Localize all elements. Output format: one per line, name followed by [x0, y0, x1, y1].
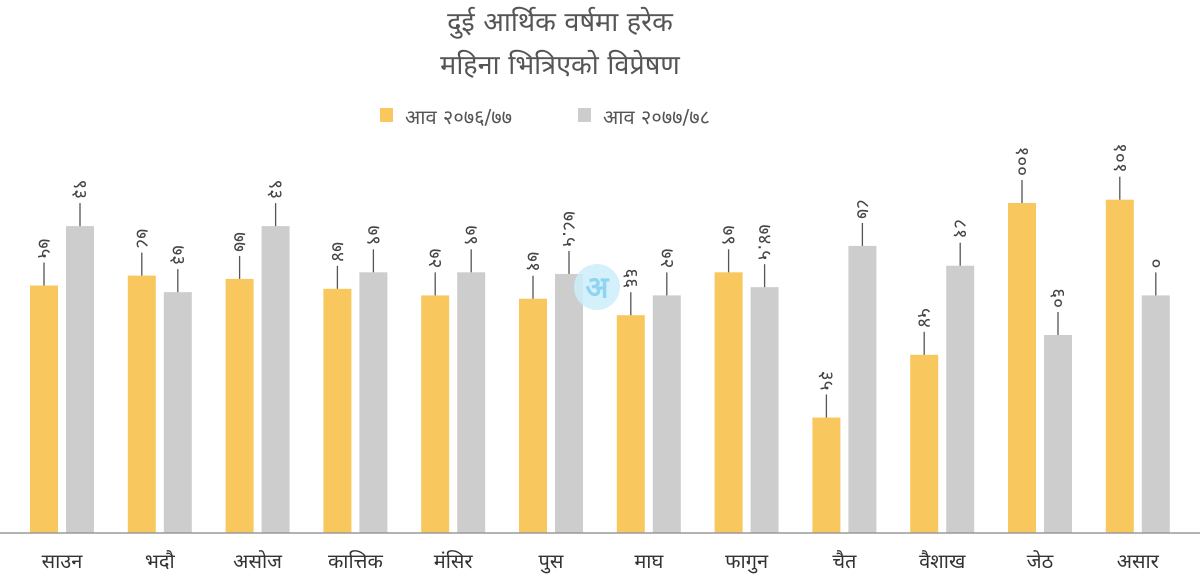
category-label-6: पुस: [539, 549, 564, 574]
bar-series-2-month-2: [163, 292, 192, 533]
bar-series-1-month-2: [127, 275, 156, 533]
bar-series-2-month-1: [66, 226, 94, 533]
bar-series-2-month-3: [261, 226, 290, 533]
value-label-series-2-month-10: ८१: [949, 219, 971, 239]
bar-series-2-month-8: [750, 287, 779, 533]
chart-title-line-1: दुई आर्थिक वर्षमा हरेक: [447, 6, 674, 39]
value-label-series-2-month-4: ७९: [362, 226, 384, 246]
category-label-12: असार: [1117, 549, 1160, 573]
value-label-series-1-month-6: ७१: [522, 252, 544, 272]
category-label-2: भदौ: [145, 549, 176, 573]
value-label-series-1-month-12: १०१: [1109, 143, 1131, 173]
bar-series-1-month-5: [421, 295, 450, 533]
bar-group-2: ७८ ७३: [127, 229, 192, 533]
watermark-logo: अ: [574, 264, 620, 310]
legend: आव २०७६/७७ आव २०७७/७८: [380, 105, 710, 129]
bar-series-1-month-9: [812, 417, 841, 533]
value-label-series-1-month-1: ७५: [33, 239, 55, 259]
bar-series-1-month-7: [616, 315, 645, 533]
legend-label-series-1: आव २०७६/७७: [405, 105, 512, 129]
bar-series-1-month-10: [910, 354, 939, 533]
value-label-series-2-month-11: ६०: [1047, 288, 1069, 308]
bar-series-2-month-4: [359, 272, 388, 533]
bar-group-9: ३५ ८७: [812, 199, 877, 533]
value-label-series-1-month-10: ५४: [913, 308, 935, 328]
legend-swatch-series-2: [578, 108, 591, 122]
bar-group-6: ७१ ७८.५: [519, 211, 583, 533]
legend-label-series-2: आव २०७७/७८: [603, 105, 710, 129]
bar-series-2-month-10: [946, 265, 975, 533]
value-label-series-2-month-5: ७९: [460, 226, 482, 246]
bar-group-4: ७४ ७९: [323, 226, 388, 533]
value-label-series-2-month-3: ९३: [265, 179, 287, 199]
chart-title-line-2: महिना भित्रिएको विप्रेषण: [440, 49, 680, 81]
value-label-series-2-month-6: ७८.५: [558, 211, 580, 247]
category-label-1: साउन: [42, 549, 84, 573]
bar-group-3: ७७ ९३: [225, 179, 290, 533]
bar-group-1: ७५ ९३: [30, 179, 94, 533]
bar-series-1-month-1: [30, 285, 58, 533]
bar-group-7: ६६ ७२: [616, 249, 681, 533]
bar-series-2-month-9: [848, 245, 877, 533]
value-label-series-1-month-5: ७२: [424, 249, 446, 269]
value-label-series-1-month-9: ३५: [815, 371, 837, 391]
legend-swatch-series-1: [380, 108, 393, 122]
value-label-series-1-month-11: १००: [1011, 146, 1033, 176]
bar-series-1-month-8: [714, 272, 743, 533]
bar-series-1-month-12: [1105, 199, 1134, 533]
value-label-series-2-month-2: ७३: [167, 245, 189, 265]
value-label-series-1-month-4: ७४: [326, 242, 348, 262]
bar-series-1-month-11: [1008, 203, 1036, 533]
value-label-series-2-month-8: ७४.५: [754, 224, 776, 260]
bar-series-2-month-6: [555, 273, 583, 533]
value-label-series-1-month-3: ७७: [229, 232, 251, 252]
bar-group-12: १०१ ०: [1105, 143, 1170, 533]
value-label-series-2-month-9: ८७: [851, 199, 873, 219]
bar-group-5: ७२ ७९: [421, 226, 486, 533]
category-label-3: असोज: [233, 549, 283, 573]
category-label-5: मंसिर: [434, 549, 474, 573]
category-label-10: वैशाख: [919, 549, 966, 573]
bar-group-11: १०० ६०: [1008, 146, 1072, 533]
bar-group-8: ७९ ७४.५: [714, 224, 779, 533]
bar-series-1-month-6: [519, 298, 547, 533]
value-label-series-2-month-7: ७२: [656, 249, 678, 269]
value-label-series-1-month-8: ७९: [718, 226, 740, 246]
watermark-circle: [574, 264, 620, 310]
value-label-series-2-month-1: ९३: [69, 179, 91, 199]
value-label-series-1-month-2: ७८: [131, 229, 153, 249]
bar-series-1-month-4: [323, 288, 352, 533]
watermark-letter: अ: [586, 271, 610, 306]
bar-series-2-month-11: [1044, 335, 1072, 533]
category-label-11: जेठ: [1027, 549, 1054, 573]
bar-series-2-month-7: [652, 295, 681, 533]
value-label-series-1-month-7: ६६: [620, 268, 642, 288]
category-label-4: कात्तिक: [328, 549, 384, 573]
category-label-9: चैत: [832, 549, 857, 573]
category-labels: साउन भदौ असोज कात्तिक मंसिर पुस माघ फागुन चैत वैश…: [42, 549, 1160, 574]
category-label-7: माघ: [634, 549, 664, 573]
bar-series-2-month-5: [457, 272, 486, 533]
bar-series-1-month-3: [225, 278, 254, 533]
category-label-8: फागुन: [725, 549, 769, 574]
bar-area: ७५ ९३ ७८ ७३ ७७ ९३ ७४ ७९ ७२ ७९ ७१ ७८.५ ६६ ७२ ७९ ७४.५ ३५ ८७…: [30, 143, 1170, 533]
bar-series-2-month-12: [1141, 295, 1170, 533]
bar-group-10: ५४ ८१: [910, 219, 975, 533]
value-label-series-2-month-12: ०: [1145, 259, 1167, 269]
